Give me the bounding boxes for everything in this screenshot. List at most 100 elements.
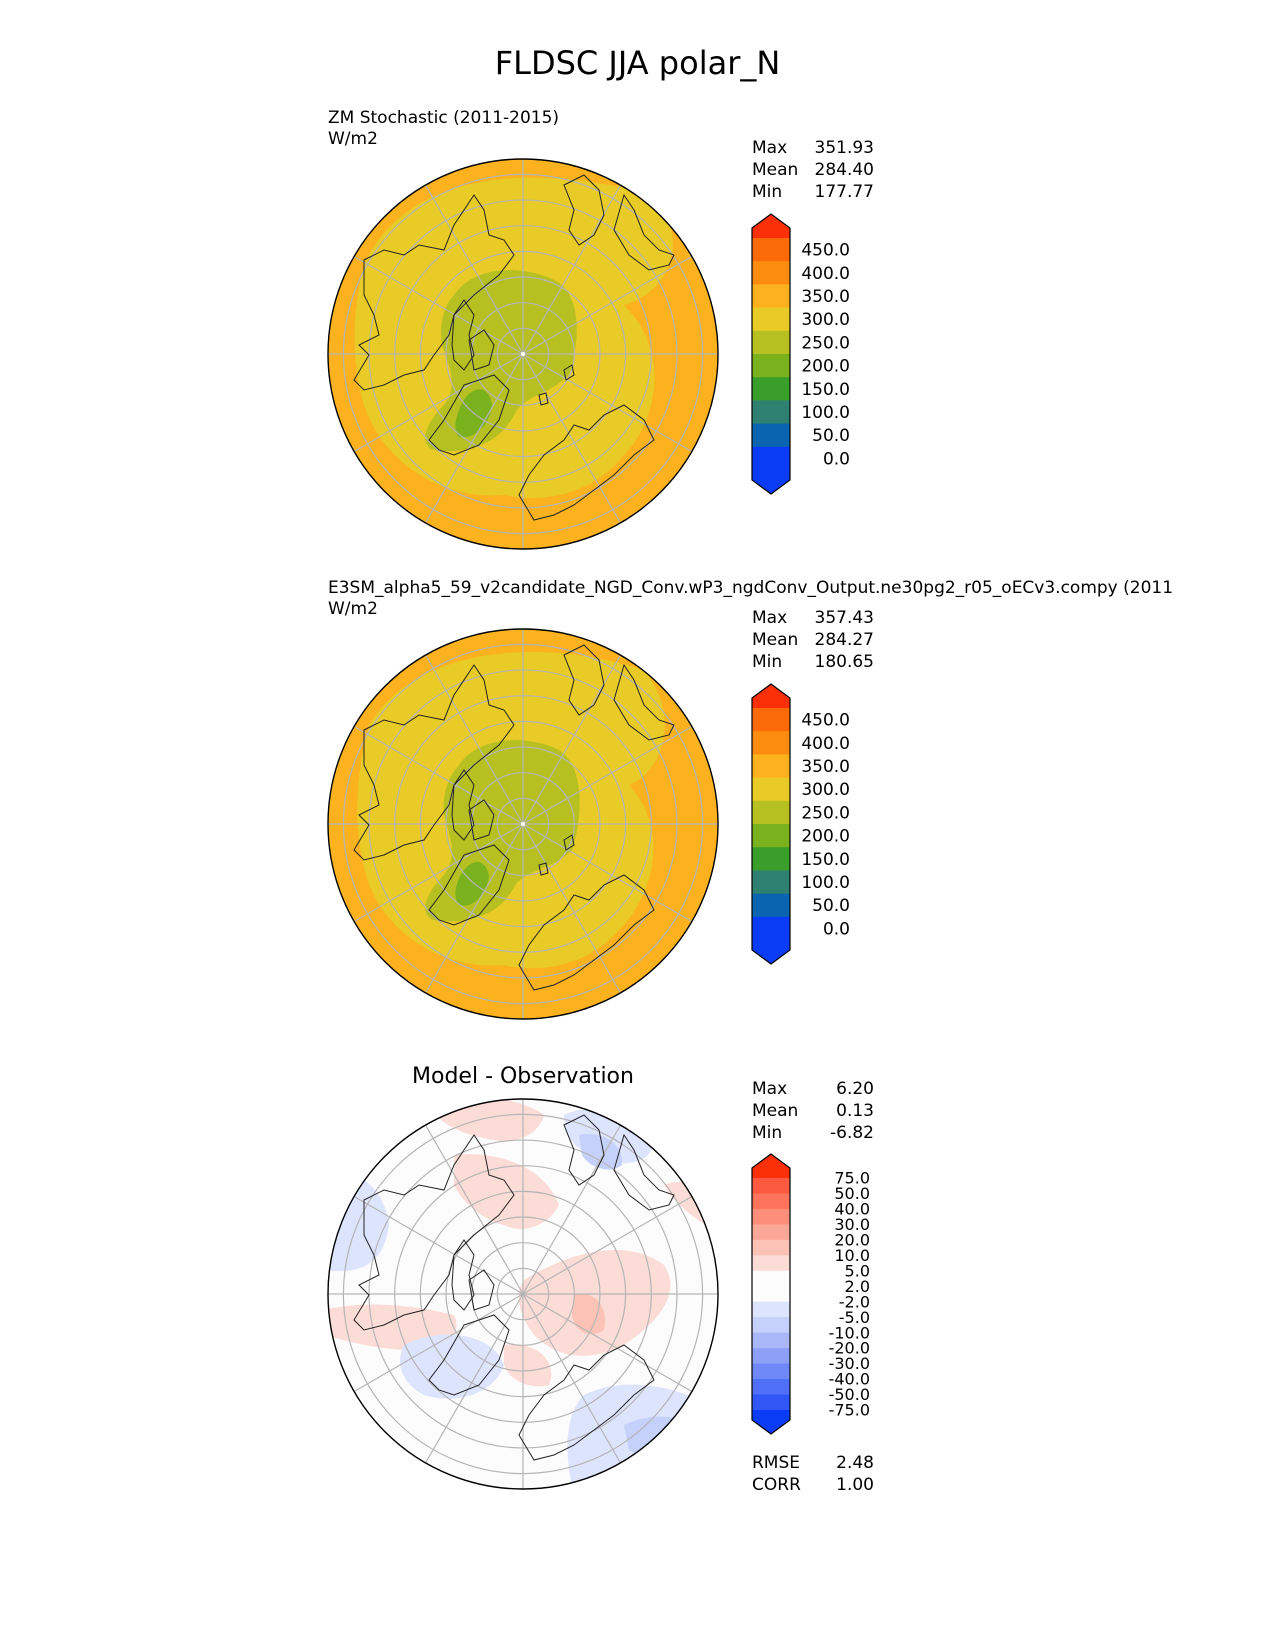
colorbar-bin (752, 1394, 790, 1411)
colorbar-tick-label: 50.0 (812, 896, 850, 916)
panel1-title: ZM Stochastic (2011-2015) (328, 108, 560, 128)
colorbar-tick-label: -20.0 (829, 1339, 870, 1358)
colorbar-tick-label: 100.0 (801, 873, 850, 893)
colorbar-bin (752, 893, 790, 918)
colorbar-bin (752, 777, 790, 802)
colorbar-extend-max (752, 684, 790, 708)
colorbar-extend-min (752, 1410, 790, 1434)
colorbar-bin (752, 261, 790, 285)
colorbar-tick-label: -50.0 (829, 1385, 870, 1404)
colorbar-bin (752, 1239, 790, 1256)
stat-min: 177.77 (814, 182, 874, 202)
colorbar-outline (751, 213, 791, 495)
colorbar-bin (752, 708, 790, 732)
meridian-line (522, 725, 693, 825)
colorbar-outline (751, 1153, 791, 1435)
meridian-line (522, 184, 622, 355)
panel2-pole (521, 822, 525, 826)
colorbar-bin (752, 1178, 790, 1194)
stat-max: 6.20 (836, 1079, 874, 1099)
colorbar-bin (752, 284, 790, 309)
colorbar-extend-min (752, 470, 790, 494)
colorbar-bin (752, 847, 790, 871)
colorbar-tick-label: 0.0 (823, 919, 850, 939)
colorbar-tick-label: 10.0 (834, 1246, 870, 1265)
colorbar-tick-label: 50.0 (812, 426, 850, 446)
colorbar-tick-label: 350.0 (801, 287, 850, 307)
colorbar-tick-label: 300.0 (801, 310, 850, 330)
colorbar-bin (752, 446, 790, 471)
colorbar-bin (752, 423, 790, 448)
meridian-line (424, 823, 524, 994)
colorbar-tick-label: 50.0 (834, 1184, 870, 1203)
panel1-stats: Max 351.93 Mean 284.40 Min 177.77 (752, 137, 874, 203)
stat-mean: 0.13 (836, 1101, 874, 1121)
colorbar-bin (752, 354, 790, 378)
panel3-anom-pos-6 (504, 1344, 552, 1387)
stat-max: 351.93 (814, 138, 874, 158)
meridian-line (353, 1195, 524, 1295)
colorbar-tick-label: 20.0 (834, 1230, 870, 1249)
colorbar-tick-label: 250.0 (801, 803, 850, 823)
colorbar-bin (752, 1363, 790, 1380)
panel3-coastlines (353, 1114, 675, 1461)
meridian-line (522, 1293, 622, 1464)
panel2-title: E3SM_alpha5_59_v2candidate_NGD_Conv.wP3_… (328, 578, 1174, 598)
meridian-line (522, 654, 622, 825)
colorbar-bin (752, 916, 790, 941)
meridian-line (522, 1124, 622, 1295)
panel2-units: W/m2 (328, 599, 378, 619)
meridian-line (522, 1195, 693, 1295)
colorbar-bin (752, 824, 790, 848)
panel3-title: Model - Observation (412, 1064, 634, 1089)
stat-label-min: Min (752, 182, 783, 202)
panel3-grid (328, 1099, 718, 1489)
colorbar-bin (752, 307, 790, 332)
panel2-map (327, 628, 719, 1020)
colorbar-tick-label: 200.0 (801, 827, 850, 847)
colorbar-bin (752, 400, 790, 425)
metric-label-rmse: RMSE (752, 1453, 801, 1473)
stat-mean: 284.40 (814, 160, 874, 180)
stat-label-max: Max (752, 608, 788, 628)
panel1-pole (521, 352, 525, 356)
colorbar-tick-label: -5.0 (839, 1308, 870, 1327)
panel3-anom-neg-2 (579, 1134, 623, 1170)
colorbar-bin (752, 238, 790, 262)
panel3-anom-pos-4 (572, 1294, 605, 1335)
meridian-line (522, 353, 693, 453)
panel2-stats: Max 357.43 Mean 284.27 Min 180.65 (752, 607, 874, 673)
colorbar-outline (751, 683, 791, 965)
panel1-boundary (327, 158, 719, 550)
stat-label-mean: Mean (752, 630, 799, 650)
meridian-line (522, 353, 622, 524)
colorbar-tick-label: 300.0 (801, 780, 850, 800)
colorbar-tick-label: 250.0 (801, 333, 850, 353)
meridian-line (353, 823, 524, 923)
meridian-line (522, 1293, 693, 1393)
panel1-map (327, 158, 719, 550)
panel3-colorbar: -75.0-50.0-40.0-30.0-20.0-10.0-5.0-2.02.… (751, 1153, 870, 1435)
stat-max: 357.43 (814, 608, 874, 628)
stat-label-mean: Mean (752, 1101, 799, 1121)
colorbar-tick-label: 150.0 (801, 380, 850, 400)
colorbar-bin (752, 1270, 790, 1287)
stat-min: 180.65 (814, 652, 874, 672)
colorbar-tick-label: 350.0 (801, 757, 850, 777)
colorbar-tick-label: 0.0 (823, 449, 850, 469)
stat-label-max: Max (752, 1079, 788, 1099)
colorbar-tick-label: 200.0 (801, 357, 850, 377)
meridian-line (353, 725, 524, 825)
colorbar-bin (752, 1379, 790, 1396)
stat-min: -6.82 (830, 1123, 874, 1143)
colorbar-bin (752, 377, 790, 401)
meridian-line (424, 1293, 524, 1464)
stat-label-min: Min (752, 652, 783, 672)
panel1-units: W/m2 (328, 129, 378, 149)
colorbar-bin (752, 1301, 790, 1318)
colorbar-bin (752, 754, 790, 779)
colorbar-tick-label: 100.0 (801, 403, 850, 423)
colorbar-tick-label: -40.0 (829, 1370, 870, 1389)
colorbar-tick-label: -30.0 (829, 1354, 870, 1373)
colorbar-tick-label: 75.0 (834, 1169, 870, 1188)
